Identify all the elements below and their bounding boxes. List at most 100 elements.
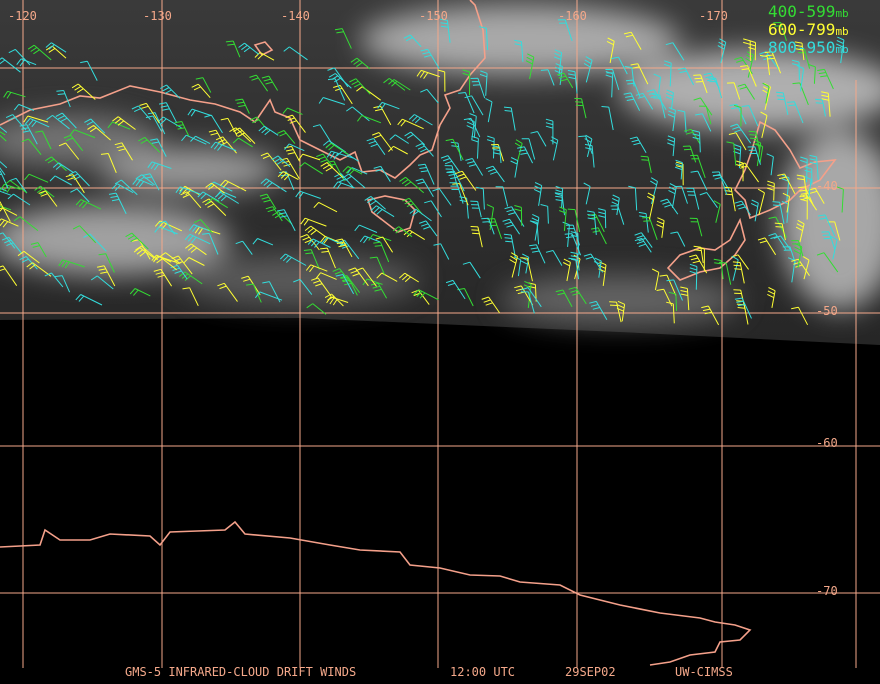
wind-barb [420, 48, 440, 69]
wind-barb [728, 132, 747, 151]
wind-barb [159, 84, 181, 99]
wind-barb [254, 51, 275, 61]
wind-barb [415, 143, 434, 157]
wind-barb [193, 219, 213, 234]
wind-barb [470, 226, 483, 248]
wind-barb [159, 252, 181, 265]
wind-barb [503, 106, 516, 131]
wind-barb [545, 250, 563, 266]
wind-barb [413, 289, 439, 301]
wind-barb [598, 261, 607, 286]
wind-barb [601, 106, 614, 131]
wind-barb [689, 263, 698, 290]
wind-barb [416, 69, 440, 79]
wind-barb [697, 246, 705, 271]
wind-barb [0, 207, 18, 216]
wind-barb [249, 116, 269, 131]
wind-barb [470, 77, 486, 99]
wind-barb [605, 68, 620, 91]
wind-barb [349, 78, 371, 95]
wind-barb [462, 69, 471, 96]
wind-barb [206, 197, 228, 209]
wind-barb [503, 233, 516, 258]
wind-barb [5, 114, 27, 131]
wind-barb [791, 306, 809, 326]
wind-barb [821, 91, 831, 117]
wind-barb [517, 146, 534, 164]
wind-barb [303, 249, 320, 270]
wind-barb [554, 192, 565, 216]
wind-barb [476, 186, 485, 210]
wind-barb [677, 67, 695, 86]
wind-barb [677, 109, 687, 133]
wind-barb [699, 105, 712, 125]
wind-barb [188, 224, 210, 232]
wind-barb [182, 287, 199, 307]
wind-barb [214, 191, 239, 204]
wind-barb [646, 192, 655, 220]
wind-barb [150, 138, 167, 157]
wind-barb [485, 98, 493, 123]
wind-barb [235, 240, 253, 255]
wind-barb [529, 244, 546, 264]
wind-barb [175, 186, 201, 195]
wind-barb [321, 237, 345, 247]
wind-barb [568, 286, 587, 305]
wind-barb [554, 63, 563, 86]
wind-barb [181, 134, 207, 145]
wind-barb [153, 268, 173, 287]
wind-barb [485, 165, 505, 183]
wind-barb [683, 128, 701, 145]
wind-barb [305, 264, 328, 273]
wind-barb [734, 200, 751, 216]
wind-barb [464, 95, 484, 116]
legend-range: 600-799 [768, 20, 835, 39]
wind-barb [233, 127, 256, 144]
wind-barb [133, 247, 154, 259]
longitude-label: -140 [281, 9, 310, 23]
wind-barb [180, 191, 202, 209]
wind-barb [311, 277, 332, 297]
wind-barb [656, 217, 665, 238]
wind-barb [195, 77, 212, 93]
wind-barb [587, 210, 597, 235]
wind-barb [514, 285, 534, 306]
wind-barb [335, 274, 355, 295]
wind-barb [327, 67, 349, 88]
wind-barb [205, 182, 225, 194]
wind-barb [58, 142, 80, 160]
wind-barb [667, 107, 676, 132]
wind-barb [135, 174, 155, 186]
wind-barb [108, 192, 127, 215]
wind-barb [520, 253, 530, 274]
wind-barb [559, 206, 567, 231]
legend-unit: mb [835, 7, 848, 20]
wind-barb [611, 194, 620, 216]
wind-barb [327, 78, 346, 101]
footer-time: 12:00 UTC [450, 665, 515, 679]
legend-range: 400-599 [768, 2, 835, 21]
wind-barb [514, 205, 523, 226]
wind-barb [138, 136, 161, 153]
wind-barb [540, 69, 555, 86]
wind-barb [238, 42, 260, 55]
wind-barb [265, 206, 283, 222]
wind-barb [65, 174, 85, 194]
wind-barb [307, 238, 331, 248]
wind-barb [71, 83, 96, 100]
wind-barb [332, 268, 351, 283]
wind-barb [520, 257, 533, 282]
wind-barb [333, 181, 356, 190]
wind-barb [277, 171, 299, 181]
wind-barb [63, 134, 84, 152]
wind-barb [0, 131, 6, 136]
wind-barb [446, 170, 465, 192]
wind-barb [479, 70, 488, 96]
wind-barb [693, 245, 704, 264]
wind-barb [736, 160, 744, 182]
wind-barb [55, 112, 77, 129]
wind-barb [56, 90, 71, 108]
wind-barb [521, 138, 536, 160]
wind-barb [759, 51, 780, 70]
wind-barb [0, 126, 8, 133]
